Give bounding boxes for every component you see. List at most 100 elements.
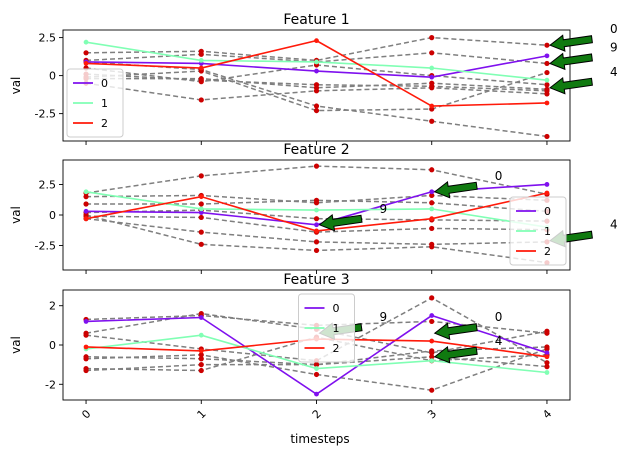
series-point-0 [544, 350, 550, 356]
annotation-arrow [433, 345, 478, 364]
annotation-label: 9 [380, 202, 388, 216]
background-point [198, 241, 204, 247]
background-series-line [85, 217, 547, 246]
subplot-3: Feature 3 val -2 0 2 0 1 2 3 4 9 0 4 0 1 2 [9, 272, 571, 421]
series-point-1 [198, 58, 204, 63]
subplot-title: Feature 2 [283, 142, 349, 158]
legend-label-2: 2 [333, 342, 340, 355]
y-axis-label: val [9, 336, 23, 354]
background-point [544, 360, 550, 366]
subplot-title: Feature 3 [283, 272, 349, 288]
series-point-2 [429, 338, 435, 344]
y-tick-label: 2.5 [39, 178, 57, 191]
legend-label-0: 0 [544, 205, 551, 218]
series-point-1 [429, 65, 435, 71]
annotation-label: 0 [610, 22, 618, 36]
series-point-2 [429, 103, 435, 109]
background-point [544, 42, 550, 48]
legend-box [298, 293, 355, 363]
background-point [313, 239, 320, 245]
series-point-1 [429, 358, 435, 364]
annotation-arrow [549, 34, 593, 52]
background-series-line [86, 70, 548, 112]
background-point [429, 35, 435, 41]
y-tick-label: 0 [49, 70, 56, 83]
series-point-2 [198, 65, 204, 71]
background-point [429, 244, 435, 250]
background-point [429, 50, 435, 56]
series-point-1 [429, 206, 435, 212]
annotation-arrow [549, 52, 593, 71]
background-point [429, 354, 435, 360]
series-point-2 [544, 354, 550, 360]
annotation-label: 9 [380, 310, 388, 324]
subplot-1: Feature 1 val -2.5 0 2.5 0 9 4 0 1 2 [9, 12, 618, 145]
annotation-label: 0 [495, 169, 503, 183]
background-point [313, 216, 320, 222]
background-point [83, 201, 89, 207]
background-point [83, 194, 89, 200]
background-point [83, 356, 89, 362]
series-point-2 [314, 38, 319, 44]
background-point [313, 247, 320, 254]
background-point [544, 91, 550, 97]
series-point-1 [83, 39, 89, 45]
series-point-0 [314, 391, 319, 397]
background-point [313, 107, 320, 114]
y-tick-label: 0 [49, 209, 56, 222]
series-point-1 [314, 59, 319, 65]
background-series-line [86, 215, 547, 233]
series-point-2 [544, 190, 550, 196]
series-point-0 [429, 189, 435, 195]
background-point [83, 332, 89, 338]
background-point [429, 192, 435, 199]
series-point-1 [198, 332, 204, 338]
series-point-1 [544, 370, 550, 375]
background-point [198, 367, 204, 374]
series-point-0 [429, 74, 435, 80]
background-point [544, 346, 550, 352]
background-point [544, 328, 550, 334]
background-point [544, 86, 550, 92]
annotation-label: 9 [610, 40, 618, 54]
background-point [83, 50, 89, 56]
annotation-arrow [433, 180, 478, 199]
background-point [198, 352, 204, 358]
series-point-0 [429, 313, 435, 318]
series-point-0 [544, 182, 550, 187]
background-point [198, 201, 204, 207]
background-point [313, 163, 320, 169]
background-point [544, 133, 550, 140]
series-point-1 [198, 206, 204, 212]
background-point [313, 362, 320, 368]
series-point-0 [198, 315, 204, 320]
annotation-label: 4 [610, 218, 618, 232]
background-series-line [86, 356, 548, 372]
series-point-1 [314, 366, 319, 371]
legend-label-1: 1 [333, 322, 340, 335]
legend-label-0: 0 [101, 77, 108, 90]
background-point [429, 295, 435, 301]
background-point [313, 103, 320, 109]
annotation-arrow [549, 76, 593, 95]
background-point [198, 97, 204, 103]
x-tick-label: 2 [310, 407, 324, 421]
legend: 0 1 2 [66, 68, 124, 138]
background-point [429, 225, 435, 232]
y-tick-label: 0 [49, 339, 56, 352]
background-point [198, 51, 204, 57]
background-point [313, 371, 320, 378]
background-point [313, 197, 320, 203]
annotation-label: 4 [495, 334, 503, 348]
y-axis-label: val [9, 206, 23, 224]
background-series-line [86, 209, 547, 222]
subplot-2: Feature 2 val -2.5 0 2.5 0 9 4 0 1 2 [9, 142, 618, 274]
y-tick-label: 2.5 [39, 32, 57, 45]
legend-box [509, 196, 567, 266]
series-point-0 [83, 208, 89, 214]
series-point-2 [429, 216, 435, 222]
background-point [198, 356, 204, 362]
background-series-line [86, 77, 547, 91]
background-point [313, 88, 320, 94]
